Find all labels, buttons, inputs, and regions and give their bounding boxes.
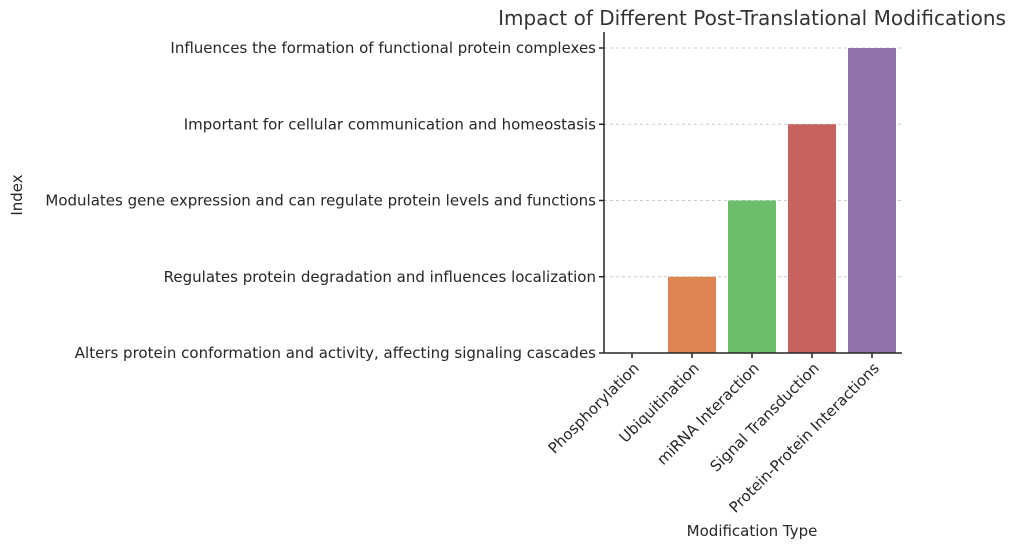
y-tick-label: Important for cellular communication and…	[184, 115, 596, 133]
x-axis-title: Modification Type	[687, 522, 818, 540]
x-tick-label: miRNA Interaction	[653, 359, 762, 468]
y-tick-label: Alters protein conformation and activity…	[75, 344, 596, 362]
y-tick-label: Influences the formation of functional p…	[170, 39, 596, 57]
bar	[788, 124, 836, 353]
bar	[668, 276, 716, 353]
y-tick-labels: Alters protein conformation and activity…	[45, 39, 596, 362]
axes	[599, 32, 902, 358]
y-tick-label: Regulates protein degradation and influe…	[164, 268, 596, 286]
y-axis-title: Index	[8, 174, 26, 215]
bar	[728, 200, 776, 353]
bars	[668, 48, 896, 353]
chart-title: Impact of Different Post-Translational M…	[498, 6, 1006, 30]
bar	[848, 48, 896, 353]
y-tick-label: Modulates gene expression and can regula…	[45, 192, 596, 210]
x-tick-label: Signal Transduction	[707, 359, 823, 475]
